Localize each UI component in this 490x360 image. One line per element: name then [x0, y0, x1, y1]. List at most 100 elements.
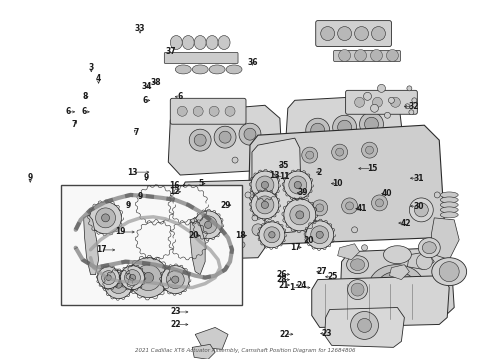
Circle shape [143, 273, 153, 283]
Text: 8: 8 [82, 92, 88, 101]
Ellipse shape [440, 212, 458, 218]
Ellipse shape [384, 246, 412, 264]
Circle shape [286, 206, 294, 214]
Circle shape [239, 123, 261, 145]
Text: 5: 5 [198, 179, 204, 188]
Text: 36: 36 [247, 58, 258, 67]
Ellipse shape [440, 207, 458, 213]
Circle shape [387, 50, 398, 62]
Circle shape [252, 215, 258, 221]
Circle shape [311, 226, 329, 244]
Circle shape [229, 227, 241, 239]
Text: 26: 26 [276, 270, 287, 279]
Circle shape [224, 192, 236, 204]
Circle shape [166, 271, 184, 289]
Circle shape [183, 200, 193, 210]
Polygon shape [190, 218, 205, 275]
Circle shape [96, 208, 116, 228]
Text: 37: 37 [166, 47, 176, 56]
Circle shape [370, 50, 383, 62]
Text: 10: 10 [333, 179, 343, 188]
Circle shape [405, 104, 410, 109]
Text: 40: 40 [381, 189, 392, 198]
Text: 17: 17 [96, 246, 106, 255]
Text: 42: 42 [401, 219, 411, 228]
Ellipse shape [206, 36, 218, 50]
Text: 19: 19 [115, 228, 126, 237]
Polygon shape [180, 180, 265, 260]
Circle shape [336, 148, 343, 156]
Circle shape [249, 190, 261, 202]
Circle shape [261, 201, 269, 208]
Ellipse shape [209, 65, 225, 74]
Circle shape [256, 196, 274, 214]
Circle shape [412, 98, 417, 103]
Circle shape [345, 202, 354, 210]
Circle shape [289, 176, 307, 194]
Circle shape [232, 157, 238, 163]
Circle shape [129, 274, 136, 281]
Circle shape [121, 266, 145, 289]
Text: 22: 22 [280, 330, 290, 339]
Polygon shape [338, 244, 360, 260]
Circle shape [176, 193, 200, 217]
Text: 2: 2 [317, 168, 322, 177]
Text: 21: 21 [279, 280, 289, 289]
Circle shape [204, 229, 216, 241]
Circle shape [296, 211, 304, 219]
Circle shape [355, 50, 367, 62]
Text: 32: 32 [408, 102, 418, 111]
Circle shape [415, 203, 428, 217]
Circle shape [251, 191, 279, 219]
Text: 1: 1 [289, 283, 294, 292]
Circle shape [316, 204, 324, 212]
Circle shape [90, 202, 122, 234]
Circle shape [306, 221, 334, 249]
FancyBboxPatch shape [171, 98, 246, 124]
Circle shape [128, 258, 168, 298]
Circle shape [360, 112, 384, 136]
Polygon shape [407, 252, 434, 270]
Circle shape [407, 86, 412, 91]
Ellipse shape [350, 259, 365, 270]
Circle shape [375, 199, 384, 207]
Circle shape [338, 27, 352, 41]
Text: 29: 29 [220, 201, 231, 210]
Circle shape [189, 129, 211, 151]
Circle shape [409, 110, 414, 115]
Circle shape [272, 152, 288, 168]
Text: 39: 39 [297, 188, 308, 197]
Ellipse shape [440, 197, 458, 203]
Text: 11: 11 [279, 172, 289, 181]
Circle shape [342, 198, 358, 214]
Circle shape [135, 265, 161, 291]
Text: 41: 41 [357, 204, 368, 213]
Circle shape [284, 199, 316, 231]
Text: 3: 3 [89, 63, 94, 72]
Circle shape [269, 231, 275, 238]
Circle shape [362, 142, 377, 158]
Text: 7: 7 [72, 120, 77, 129]
Circle shape [137, 187, 173, 223]
Text: 15: 15 [367, 164, 377, 173]
Text: 18: 18 [235, 231, 245, 240]
Circle shape [306, 118, 330, 142]
Circle shape [316, 231, 323, 238]
Circle shape [371, 195, 388, 211]
Circle shape [172, 276, 179, 283]
Circle shape [176, 228, 200, 252]
Ellipse shape [194, 36, 206, 50]
Polygon shape [195, 328, 228, 349]
Ellipse shape [440, 202, 458, 208]
FancyBboxPatch shape [316, 21, 392, 46]
Circle shape [209, 106, 219, 116]
Circle shape [193, 106, 203, 116]
Text: 31: 31 [413, 174, 423, 183]
Circle shape [276, 156, 284, 164]
Text: 17: 17 [290, 243, 300, 252]
Circle shape [252, 224, 264, 236]
Polygon shape [168, 105, 282, 175]
Text: 6: 6 [81, 107, 87, 116]
Circle shape [199, 194, 211, 206]
Circle shape [256, 176, 274, 194]
